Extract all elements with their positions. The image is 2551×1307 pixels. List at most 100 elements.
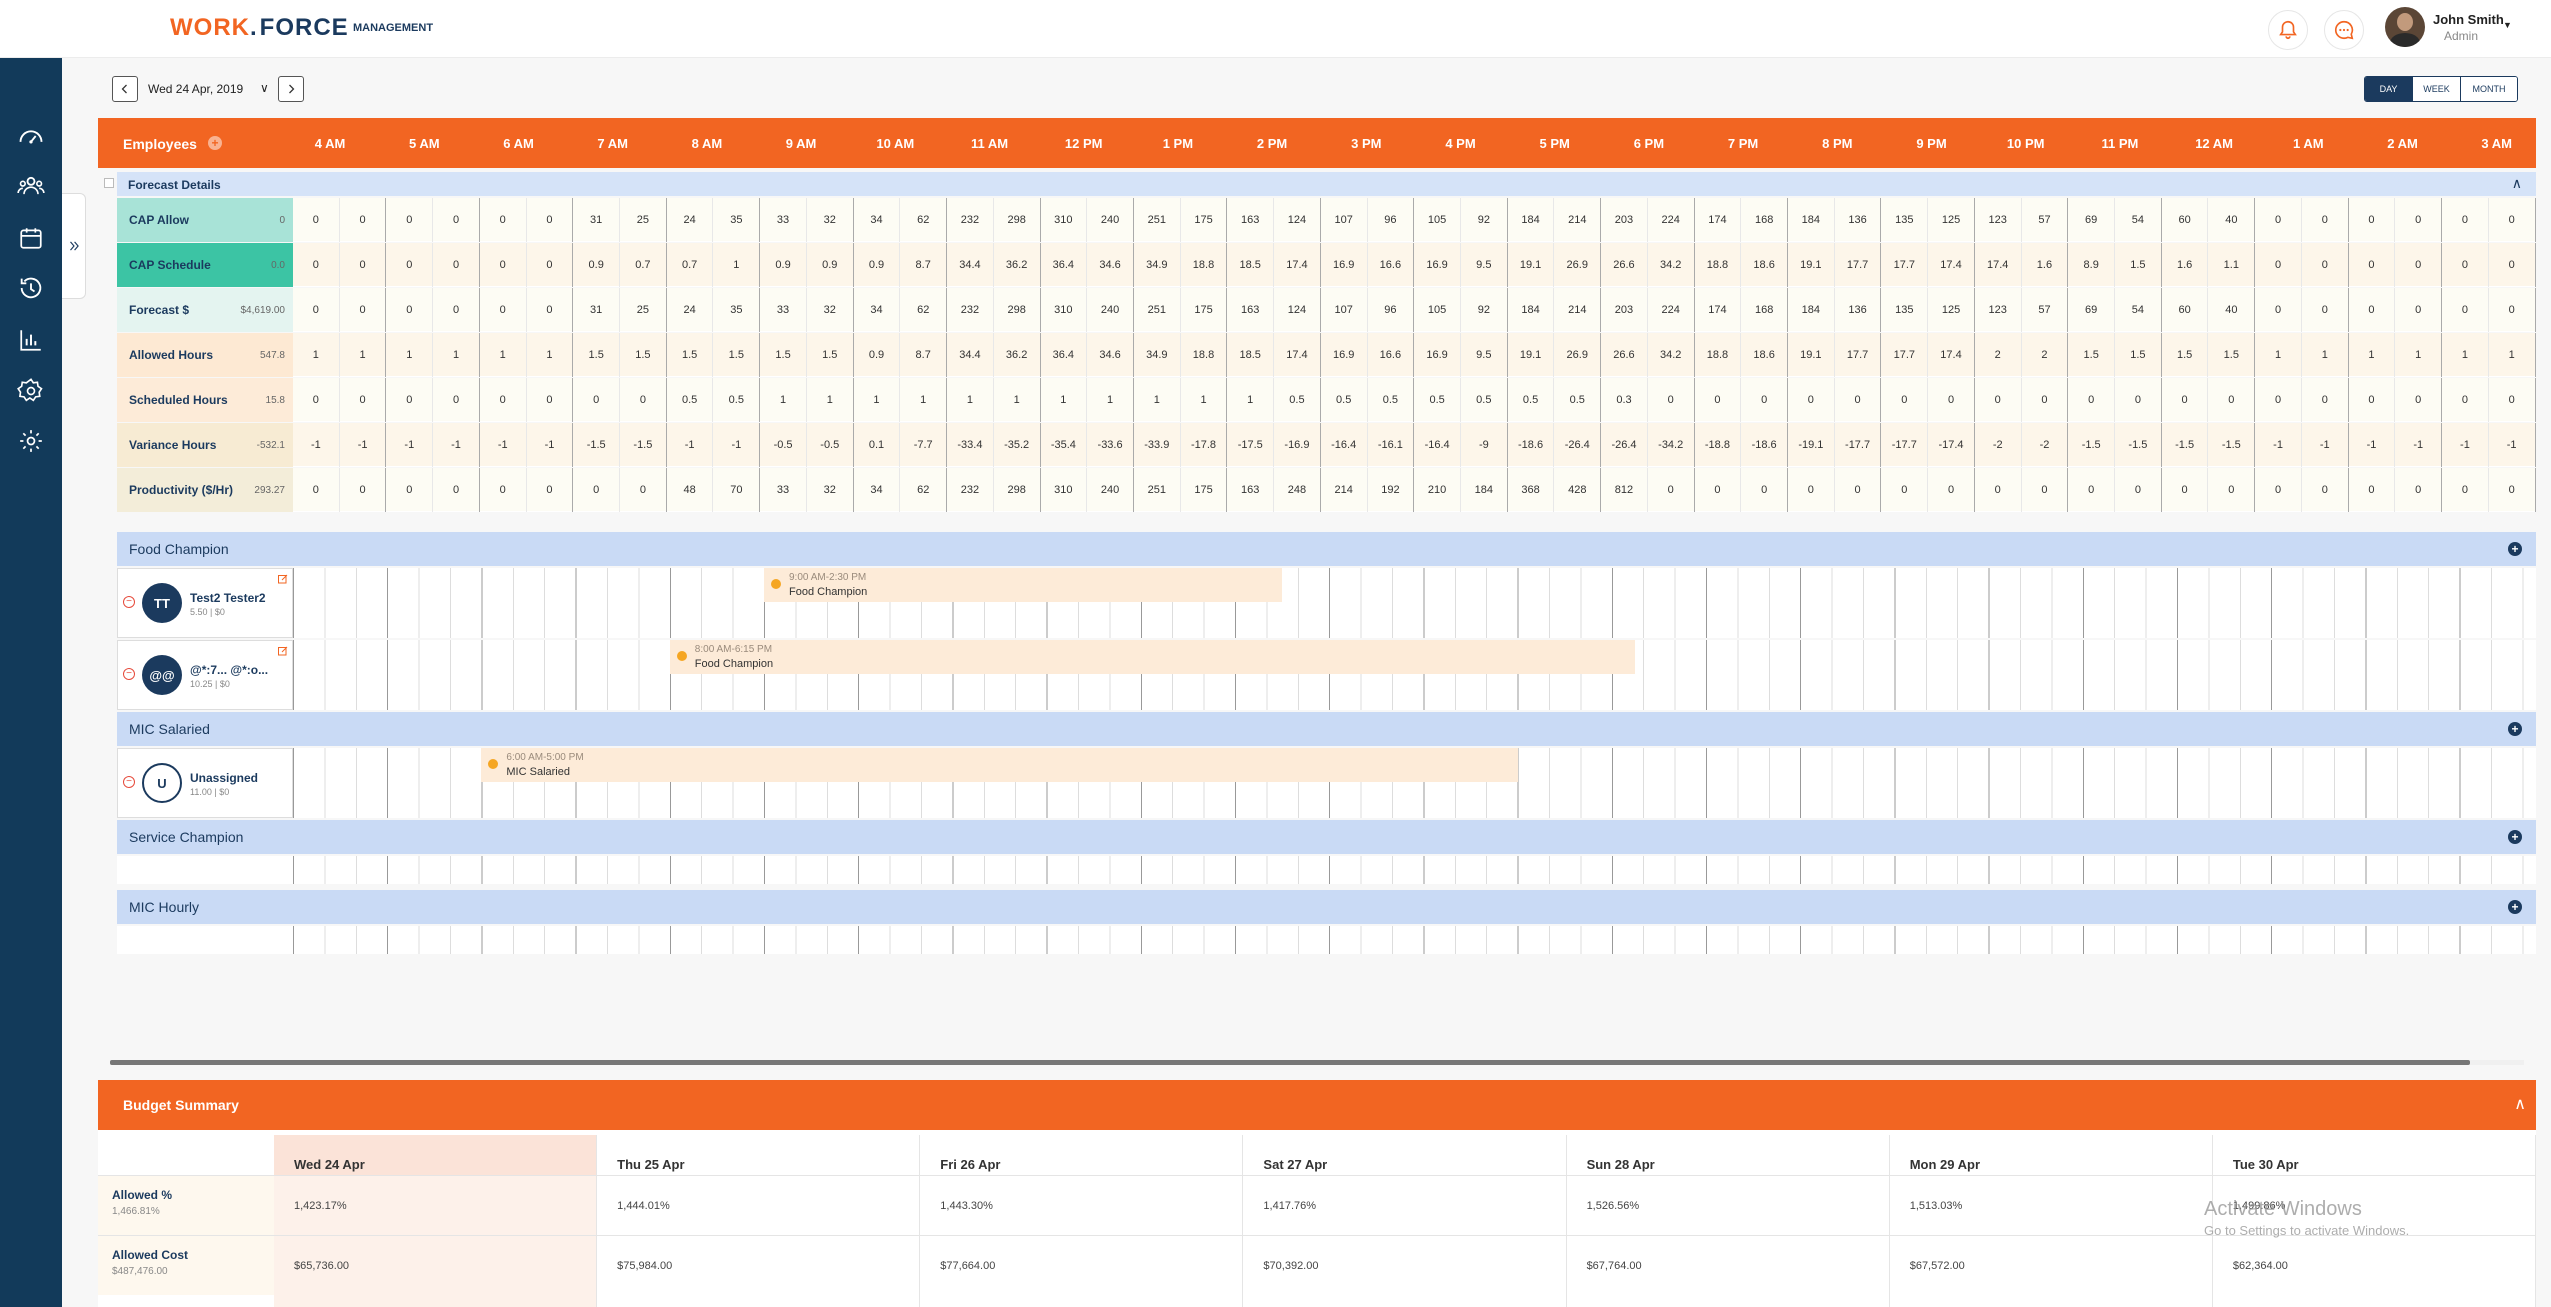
forecast-row-label: Scheduled Hours 15.8: [117, 378, 293, 422]
forecast-cell: -1: [2395, 423, 2443, 467]
employee-cell[interactable]: − @@ @*:7... @*:o... 10.25 | $0: [117, 640, 293, 710]
remove-employee-minus-icon[interactable]: −: [123, 668, 135, 680]
category-bar[interactable]: Service Champion +: [117, 820, 2536, 854]
hour-label: 1 PM: [1162, 136, 1194, 151]
budget-row-name: Allowed %: [112, 1188, 173, 1202]
category-bar[interactable]: MIC Hourly +: [117, 890, 2536, 924]
hour-label: 11 PM: [2101, 136, 2139, 151]
shift-block[interactable]: 9:00 AM-2:30 PM Food Champion: [764, 568, 1283, 602]
budget-day-column: Sun 28 Apr 1,526.56% $67,764.00: [1566, 1135, 1890, 1307]
forecast-cell: 1: [2442, 333, 2489, 377]
expand-panel-chevron-icon[interactable]: [62, 193, 86, 299]
settings-cog-icon[interactable]: [13, 373, 49, 409]
forecast-cell: 31: [573, 288, 621, 332]
collapse-chevron-icon[interactable]: ∧: [2511, 175, 2522, 191]
employee-name[interactable]: @*:7... @*:o...: [190, 663, 269, 677]
forecast-cell: 232: [947, 468, 994, 512]
logo[interactable]: WORK.FORCE: [170, 14, 349, 41]
forecast-cell: 251: [1134, 198, 1181, 242]
user-menu-caret-icon[interactable]: ▼: [2503, 20, 2512, 30]
shift-block[interactable]: 8:00 AM-6:15 PM Food Champion: [669, 640, 1636, 674]
add-shift-plus-icon[interactable]: +: [2508, 830, 2522, 844]
forecast-cell: -17.5: [1227, 423, 1275, 467]
dashboard-icon[interactable]: [13, 118, 49, 154]
forecast-cell: 0: [2349, 468, 2396, 512]
forecast-cell: 0: [1835, 378, 1882, 422]
add-shift-plus-icon[interactable]: +: [2508, 722, 2522, 736]
forecast-cell: 123: [1975, 288, 2022, 332]
forecast-cell: 26.6: [1601, 243, 1648, 287]
calendar-icon[interactable]: [13, 220, 49, 256]
sidebar: [0, 58, 62, 1307]
forecast-cell: 0: [2162, 468, 2209, 512]
remove-employee-minus-icon[interactable]: −: [123, 596, 135, 608]
forecast-cell: 0: [2302, 468, 2349, 512]
forecast-cell: 1.5: [2068, 333, 2116, 377]
add-shift-plus-icon[interactable]: +: [2508, 542, 2522, 556]
top-bar: WORK.FORCE MANAGEMENT John Smith Admin ▼: [0, 0, 2551, 58]
forecast-cell: 214: [1554, 198, 1602, 242]
gear-icon[interactable]: [13, 423, 49, 459]
chat-icon[interactable]: [2324, 10, 2364, 50]
view-week-button[interactable]: WEEK: [2413, 77, 2461, 101]
forecast-cell: 0: [2442, 243, 2489, 287]
scrollbar-thumb[interactable]: [110, 1060, 2470, 1065]
forecast-cell: 251: [1134, 288, 1181, 332]
forecast-cell: -1: [667, 423, 714, 467]
view-day-button[interactable]: DAY: [2365, 77, 2413, 101]
next-day-button[interactable]: [278, 76, 304, 102]
date-dropdown-chevron-icon[interactable]: ∨: [260, 81, 269, 95]
shift-time: 9:00 AM-2:30 PM: [789, 572, 867, 583]
edit-icon[interactable]: [277, 572, 289, 584]
view-month-button[interactable]: MONTH: [2461, 77, 2517, 101]
forecast-cell: 0: [2255, 198, 2302, 242]
category-bar[interactable]: MIC Salaried +: [117, 712, 2536, 746]
prev-day-button[interactable]: [112, 76, 138, 102]
activate-windows-watermark: Activate Windows: [2204, 1198, 2362, 1220]
forecast-cell: 0: [293, 198, 340, 242]
forecast-cell: 19.1: [1508, 333, 1555, 377]
forecast-cell: 0: [2115, 468, 2162, 512]
edit-icon[interactable]: [277, 644, 289, 656]
forecast-cell: 214: [1554, 288, 1602, 332]
forecast-cell: -33.4: [947, 423, 994, 467]
category-bar[interactable]: Food Champion +: [117, 532, 2536, 566]
forecast-checkbox[interactable]: [104, 178, 114, 188]
forecast-cell: 8.7: [900, 333, 948, 377]
notification-bell-icon[interactable]: [2268, 10, 2308, 50]
user-avatar[interactable]: [2385, 7, 2425, 47]
forecast-cell: -35.4: [1041, 423, 1088, 467]
forecast-cell: 0: [620, 378, 667, 422]
add-employee-plus-icon[interactable]: +: [208, 136, 222, 150]
shift-block[interactable]: 6:00 AM-5:00 PM MIC Salaried: [481, 748, 1518, 782]
forecast-cell: 232: [947, 288, 994, 332]
current-date[interactable]: Wed 24 Apr, 2019: [148, 82, 244, 96]
forecast-details-bar[interactable]: Forecast Details ∧: [117, 172, 2536, 196]
user-name[interactable]: John Smith: [2433, 12, 2504, 27]
category-name: Service Champion: [129, 829, 244, 845]
forecast-cell: 0: [1741, 378, 1788, 422]
forecast-cell: -1: [433, 423, 480, 467]
history-icon[interactable]: [13, 270, 49, 306]
forecast-cell: 0: [2395, 243, 2443, 287]
forecast-cell: 0.5: [1274, 378, 1321, 422]
remove-employee-minus-icon[interactable]: −: [123, 776, 135, 788]
forecast-cell: 1: [807, 378, 854, 422]
forecast-cell: 0: [1648, 468, 1695, 512]
budget-day-header: Fri 26 Apr: [940, 1157, 1001, 1172]
employee-cell[interactable]: − U Unassigned 11.00 | $0: [117, 748, 293, 818]
forecast-cell: 25: [620, 288, 667, 332]
horizontal-scrollbar[interactable]: [98, 1058, 2536, 1066]
employee-name[interactable]: Unassigned: [190, 771, 259, 785]
employee-cell[interactable]: − TT Test2 Tester2 5.50 | $0: [117, 568, 293, 638]
add-shift-plus-icon[interactable]: +: [2508, 900, 2522, 914]
reports-icon[interactable]: [13, 322, 49, 358]
team-icon[interactable]: [13, 168, 49, 204]
employee-name[interactable]: Test2 Tester2: [190, 591, 266, 605]
forecast-cell: 92: [1461, 288, 1508, 332]
forecast-cell: 1.5: [2115, 243, 2162, 287]
collapse-chevron-icon[interactable]: ∧: [2514, 1096, 2526, 1113]
budget-header[interactable]: Budget Summary ∧: [98, 1080, 2536, 1130]
forecast-cell: 224: [1648, 288, 1695, 332]
budget-label-column: Allowed % 1,466.81% Allowed Cost $487,476.0…: [98, 1135, 274, 1307]
